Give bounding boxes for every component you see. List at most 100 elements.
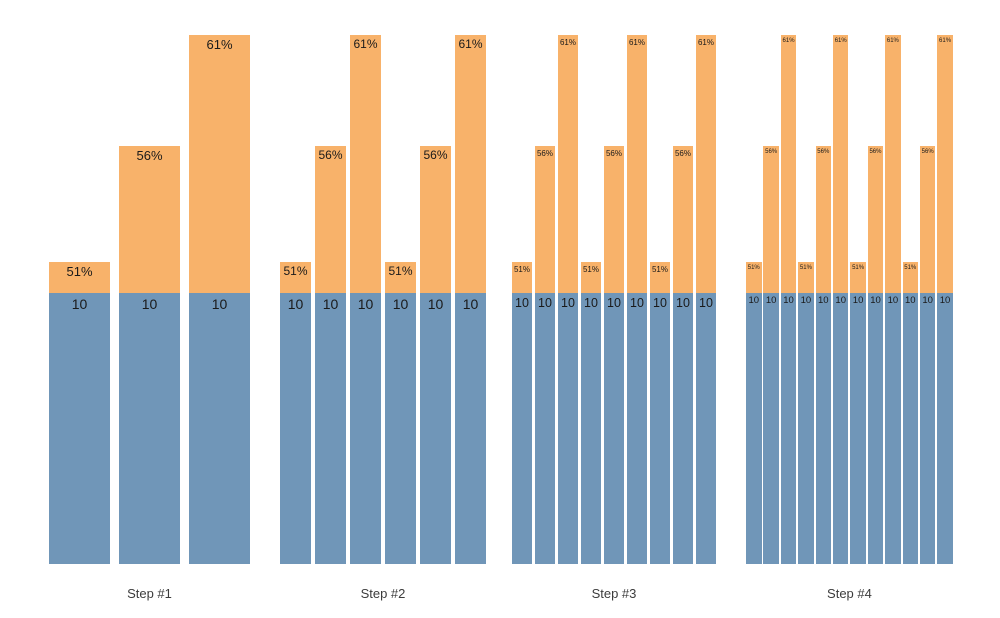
bar-base-label: 10 — [904, 295, 916, 306]
bar-top-segment: 56% — [604, 146, 624, 293]
bar-pct-label: 51% — [513, 265, 530, 274]
bar-pct-label: 51% — [799, 265, 812, 271]
bar-base-segment: 10 — [673, 293, 693, 564]
bar-base-label: 10 — [800, 295, 812, 306]
bar-top-segment: 51% — [581, 262, 601, 293]
bar-top-segment: 61% — [350, 35, 381, 293]
bar-pct-label: 61% — [353, 37, 378, 51]
bar-base-label: 10 — [630, 296, 644, 310]
bar-base-label: 10 — [322, 296, 339, 312]
bar-base-segment: 10 — [627, 293, 647, 564]
bar-base-segment: 10 — [420, 293, 451, 564]
stacked-bar: 56% 10 — [119, 146, 180, 564]
bar-top-segment: 61% — [780, 35, 797, 293]
stacked-bar: 61% 10 — [455, 35, 486, 564]
stacked-bar: 51% 10 — [902, 262, 919, 564]
bar-pct-label: 51% — [582, 265, 599, 274]
bar-top-segment: 51% — [49, 262, 110, 293]
bar-base-segment: 10 — [280, 293, 311, 564]
bar-top-segment: 56% — [420, 146, 451, 293]
bar-pct-label: 51% — [283, 264, 308, 278]
stacked-bar: 51% 10 — [746, 262, 762, 564]
bar-base-segment: 10 — [650, 293, 670, 564]
stacked-bar: 56% 10 — [763, 146, 779, 564]
bar-pct-label: 51% — [388, 264, 413, 278]
bar-pct-label: 56% — [423, 148, 448, 162]
bar-base-segment: 10 — [581, 293, 601, 564]
bar-pct-label: 51% — [66, 264, 93, 279]
bar-base-label: 10 — [427, 296, 444, 312]
bar-top-segment: 56% — [535, 146, 555, 293]
bar-group-4: 51% 10 56% 10 61% 10 51% 10 56% 10 61% 10 51% 10 56% 10… — [746, 0, 953, 564]
stacked-bar: 51% 10 — [850, 262, 866, 564]
bar-base-label: 10 — [515, 296, 529, 310]
bar-base-label: 10 — [71, 296, 88, 312]
stacked-bar: 61% 10 — [885, 35, 901, 564]
bar-pct-label: 61% — [206, 37, 233, 52]
bar-base-label: 10 — [818, 295, 829, 306]
bar-pct-label: 51% — [651, 265, 668, 274]
bar-base-segment: 10 — [696, 293, 716, 564]
bar-base-segment: 10 — [189, 293, 250, 564]
stacked-bar: 56% 10 — [420, 146, 451, 564]
bar-base-segment: 10 — [763, 293, 779, 564]
stacked-bar: 61% 10 — [937, 35, 953, 564]
bar-top-segment: 51% — [850, 262, 866, 293]
bar-pct-label: 61% — [458, 37, 483, 51]
bar-pct-label: 56% — [817, 149, 830, 155]
bar-top-segment: 51% — [650, 262, 670, 293]
stacked-bar: 51% 10 — [581, 262, 601, 564]
bar-top-segment: 61% — [455, 35, 486, 293]
bar-pct-label: 51% — [852, 265, 865, 271]
bar-base-segment: 10 — [350, 293, 381, 564]
bar-base-label: 10 — [676, 296, 690, 310]
bar-base-label: 10 — [852, 295, 864, 306]
bar-base-segment: 10 — [832, 293, 849, 564]
stacked-bar: 51% 10 — [385, 262, 416, 564]
bar-top-segment: 56% — [673, 146, 693, 293]
step-label-2: Step #2 — [360, 586, 406, 601]
bar-base-label: 10 — [607, 296, 621, 310]
bar-top-segment: 61% — [627, 35, 647, 293]
bar-top-segment: 56% — [919, 146, 936, 293]
bar-pct-label: 61% — [834, 38, 847, 44]
bar-base-label: 10 — [870, 295, 881, 306]
bar-pct-label: 61% — [697, 38, 714, 47]
stacked-bar: 61% 10 — [350, 35, 381, 564]
stacked-bar: 56% 10 — [535, 146, 555, 564]
step-label-1: Step #1 — [127, 586, 172, 601]
step-label-3: Step #3 — [591, 586, 637, 601]
bar-pct-label: 61% — [559, 38, 576, 47]
bar-pct-label: 56% — [765, 149, 778, 155]
step-label-4: Step #4 — [827, 586, 872, 601]
bar-top-segment: 61% — [189, 35, 250, 293]
stacked-bar: 56% 10 — [604, 146, 624, 564]
bar-base-label: 10 — [211, 296, 228, 312]
bar-base-label: 10 — [584, 296, 598, 310]
bar-base-label: 10 — [392, 296, 409, 312]
bar-base-segment: 10 — [850, 293, 866, 564]
bar-base-label: 10 — [653, 296, 667, 310]
bar-top-segment: 61% — [696, 35, 716, 293]
bar-pct-label: 56% — [318, 148, 343, 162]
bar-base-segment: 10 — [385, 293, 416, 564]
bar-pct-label: 56% — [136, 148, 163, 163]
bar-base-segment: 10 — [746, 293, 762, 564]
stacked-bar: 51% 10 — [512, 262, 532, 564]
bar-base-segment: 10 — [604, 293, 624, 564]
bar-top-segment: 61% — [885, 35, 901, 293]
bar-base-label: 10 — [748, 295, 760, 306]
bar-group-2: 51% 10 56% 10 61% 10 51% 10 56% 10 61% 10 — [280, 0, 486, 564]
bar-base-segment: 10 — [119, 293, 180, 564]
bar-pct-label: 56% — [869, 149, 882, 155]
stacked-bar: 51% 10 — [280, 262, 311, 564]
stacked-bar: 61% 10 — [189, 35, 250, 564]
stacked-bar: 56% 10 — [315, 146, 346, 564]
bar-pct-label: 56% — [674, 149, 691, 158]
stacked-bar: 56% 10 — [815, 146, 832, 564]
bar-pct-label: 61% — [886, 38, 899, 44]
bar-top-segment: 56% — [867, 146, 884, 293]
bar-top-segment: 61% — [558, 35, 578, 293]
bar-group-1: 51% 10 56% 10 61% 10 — [49, 0, 250, 564]
bar-base-label: 10 — [287, 296, 304, 312]
